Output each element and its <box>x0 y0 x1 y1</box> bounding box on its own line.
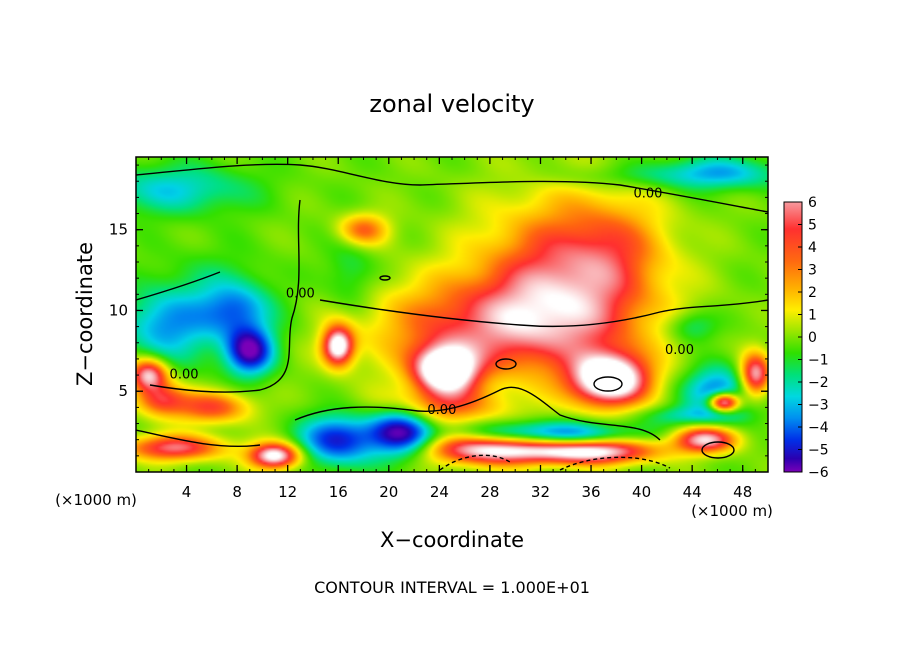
contour-interval-footer: CONTOUR INTERVAL = 1.000E+01 <box>314 578 590 597</box>
x-tick-label: 20 <box>379 483 398 501</box>
contour-zero-upper <box>136 163 768 213</box>
contour-label: 0.00 <box>427 403 456 418</box>
y-tick-label: 5 <box>118 382 128 400</box>
x-tick-label: 48 <box>733 483 752 501</box>
x-tick-label: 24 <box>430 483 449 501</box>
y-tick-label: 15 <box>109 221 128 239</box>
colorbar-tick-label: 3 <box>808 263 817 279</box>
colorbar-tick-label: −3 <box>808 398 829 414</box>
colorbar-tick-label: 0 <box>808 330 817 346</box>
x-tick-label: 32 <box>531 483 550 501</box>
contour-dashed-1 <box>439 454 511 471</box>
contour-lines <box>136 163 768 471</box>
contour-closed-central <box>495 358 517 370</box>
x-tick-label: 16 <box>329 483 348 501</box>
contour-closed-mid <box>379 275 391 281</box>
x-tick-label: 40 <box>632 483 651 501</box>
x-tick-label: 12 <box>278 483 297 501</box>
colorbar-tick-label: −2 <box>808 375 829 391</box>
contour-label: 0.00 <box>170 367 199 382</box>
colorbar-tick-label: −1 <box>808 353 829 369</box>
x-tick-label: 28 <box>480 483 499 501</box>
colorbar-tick-label: 2 <box>808 285 817 301</box>
chart-title: zonal velocity <box>369 90 534 118</box>
colorbar-tick-label: 5 <box>808 218 817 234</box>
contour-closed-east <box>593 376 623 392</box>
contour-closed-southeast <box>701 441 735 459</box>
contour-zero-lower <box>136 386 661 448</box>
colorbar-tick-label: −6 <box>808 465 829 481</box>
x-tick-label: 4 <box>182 483 192 501</box>
x-tick-label: 8 <box>232 483 242 501</box>
x-axis-ticks: 4 8 12 16 20 24 28 32 36 40 44 48 <box>148 157 756 501</box>
x-tick-label: 44 <box>683 483 702 501</box>
x-unit-label-right: (×1000 m) <box>691 502 773 520</box>
y-axis-ticks: 5 10 15 <box>109 164 768 457</box>
contour-labels: 0.00 0.00 0.00 0.00 0.00 <box>170 186 694 417</box>
y-tick-label: 10 <box>109 301 128 319</box>
contour-label: 0.00 <box>633 186 662 201</box>
x-axis-label: X−coordinate <box>380 528 524 552</box>
heatmap-image <box>136 157 768 472</box>
colorbar-tick-label: 4 <box>808 240 817 256</box>
colorbar-tick-label: −5 <box>808 443 829 459</box>
colorbar-tick-label: −4 <box>808 420 829 436</box>
colorbar-ticks: 6 5 4 3 2 1 0 −1 −2 −3 −4 −5 −6 <box>798 195 829 481</box>
x-unit-label-left: (×1000 m) <box>55 491 137 509</box>
contour-label: 0.00 <box>665 343 694 358</box>
contour-label: 0.00 <box>286 287 315 302</box>
colorbar-tick-label: 6 <box>808 195 817 211</box>
colorbar-tick-label: 1 <box>808 308 817 324</box>
contour-zero-central <box>319 299 768 328</box>
contour-zero-west <box>136 199 301 393</box>
y-axis-label: Z−coordinate <box>73 242 97 386</box>
heatmap-field <box>136 157 768 472</box>
x-tick-label: 36 <box>581 483 600 501</box>
contour-dashed-2 <box>559 456 671 471</box>
